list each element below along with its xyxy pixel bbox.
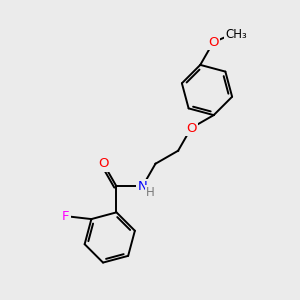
Text: O: O: [208, 36, 218, 49]
Text: H: H: [146, 186, 155, 199]
Text: N: N: [138, 180, 147, 193]
Text: CH₃: CH₃: [226, 28, 247, 41]
Text: O: O: [98, 157, 109, 170]
Text: F: F: [62, 210, 70, 223]
Text: O: O: [186, 122, 196, 135]
